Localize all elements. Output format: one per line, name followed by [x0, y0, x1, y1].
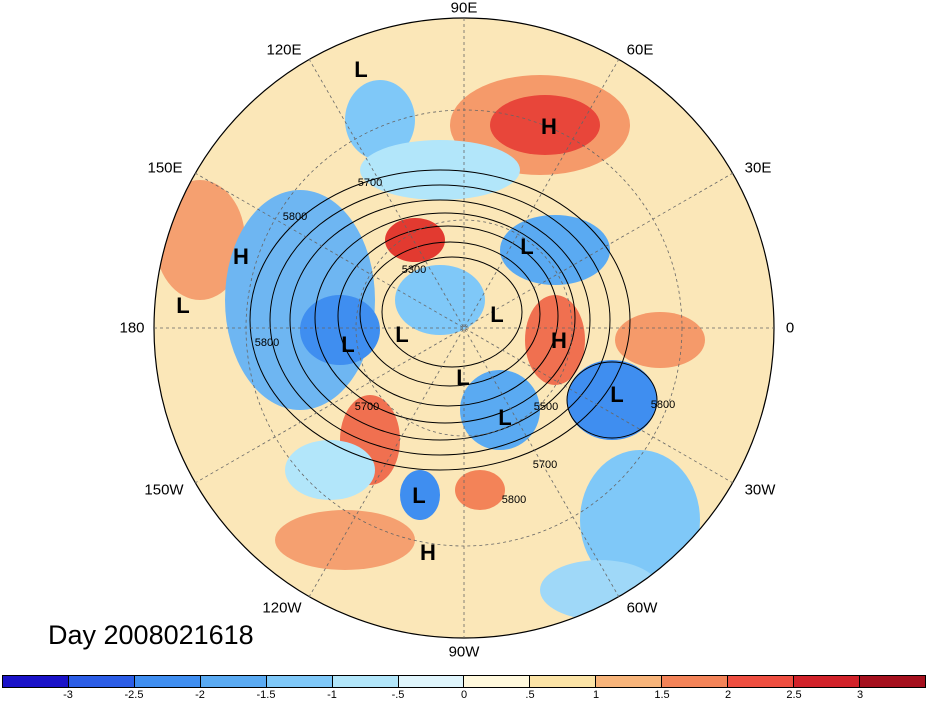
- colorbar-tick-label: -3: [63, 689, 73, 701]
- lon-label-180: 180: [119, 319, 145, 337]
- height-contours: [249, 169, 658, 471]
- colorbar-tick-label: -2.5: [124, 689, 144, 701]
- lon-label-120w: 120W: [262, 599, 302, 617]
- anomaly-field: [154, 18, 774, 638]
- pressure-center-high: H: [551, 328, 567, 353]
- colorbar-box: [530, 676, 597, 687]
- colorbar-tick-label: 1: [592, 689, 600, 701]
- pressure-center-low: L: [354, 57, 368, 82]
- colorbar-tick-label: -1.5: [256, 689, 276, 701]
- contour-label: 5800: [254, 337, 280, 349]
- contour-label: 5500: [533, 401, 559, 413]
- pressure-center-low: L: [490, 302, 504, 327]
- colorbar-box: [68, 676, 135, 687]
- colorbar-box: [398, 676, 465, 687]
- colorbar-tick-label: 2.5: [786, 689, 802, 701]
- colorbar-box: [728, 676, 795, 687]
- colorbar-box: [332, 676, 399, 687]
- contour-label: 5700: [532, 459, 558, 471]
- colorbar-box: [464, 676, 531, 687]
- contour-label: 5300: [401, 264, 427, 276]
- pressure-center-low: L: [395, 322, 409, 347]
- colorbar-ticks: -3 -2.5 -2 -1.5 -1 -.5 0 .5 1 1.5 2 2.5 3: [2, 689, 926, 702]
- pressure-center-low: L: [610, 382, 624, 407]
- colorbar-box: [662, 676, 729, 687]
- lon-label-120e: 120E: [266, 41, 302, 59]
- lon-label-150w: 150W: [144, 481, 184, 499]
- lon-label-90e: 90E: [450, 0, 478, 17]
- colorbar-box: [794, 676, 860, 687]
- lon-label-0: 0: [785, 319, 795, 337]
- pressure-center-low: L: [498, 405, 512, 430]
- pressure-center-low: L: [520, 234, 534, 259]
- colorbar-box: [859, 676, 925, 687]
- lon-label-30w: 30W: [744, 481, 776, 499]
- pressure-center-low: L: [341, 332, 355, 357]
- colorbar-tick-label: 0: [460, 689, 468, 701]
- colorbar-box: [134, 676, 201, 687]
- colorbar-tick-label: -.5: [391, 689, 405, 701]
- contour-label: 5800: [282, 211, 308, 223]
- pressure-center-low: L: [412, 483, 426, 508]
- pressure-center-low: L: [176, 293, 190, 318]
- lon-label-150e: 150E: [147, 159, 183, 177]
- contour-label: 5800: [650, 399, 676, 411]
- lon-label-30e: 30E: [744, 159, 772, 177]
- contour-label: 5800: [501, 494, 527, 506]
- colorbar-tick-label: 1.5: [654, 689, 670, 701]
- pressure-center-high: H: [541, 114, 557, 139]
- lon-label-60w: 60W: [626, 599, 658, 617]
- pressure-center-high: H: [233, 244, 249, 269]
- contour-label: 5700: [354, 401, 380, 413]
- plot-title: Day 2008021618: [48, 620, 254, 650]
- colorbar-tick-label: 2: [724, 689, 732, 701]
- colorbar: [2, 675, 926, 688]
- colorbar-tick-label: 3: [856, 689, 864, 701]
- contour-label: 5700: [357, 177, 383, 189]
- colorbar-box: [596, 676, 663, 687]
- lon-label-60e: 60E: [626, 41, 654, 59]
- colorbar-tick-label: .5: [525, 689, 535, 701]
- graticule: [154, 18, 774, 638]
- colorbar-tick-label: -1: [327, 689, 337, 701]
- lon-label-90w: 90W: [448, 643, 480, 661]
- pressure-center-high: H: [420, 540, 436, 565]
- colorbar-box: [200, 676, 267, 687]
- pressure-center-low: L: [456, 365, 470, 390]
- colorbar-tick-label: -2: [195, 689, 205, 701]
- colorbar-box: [266, 676, 333, 687]
- colorbar-box: [3, 676, 69, 687]
